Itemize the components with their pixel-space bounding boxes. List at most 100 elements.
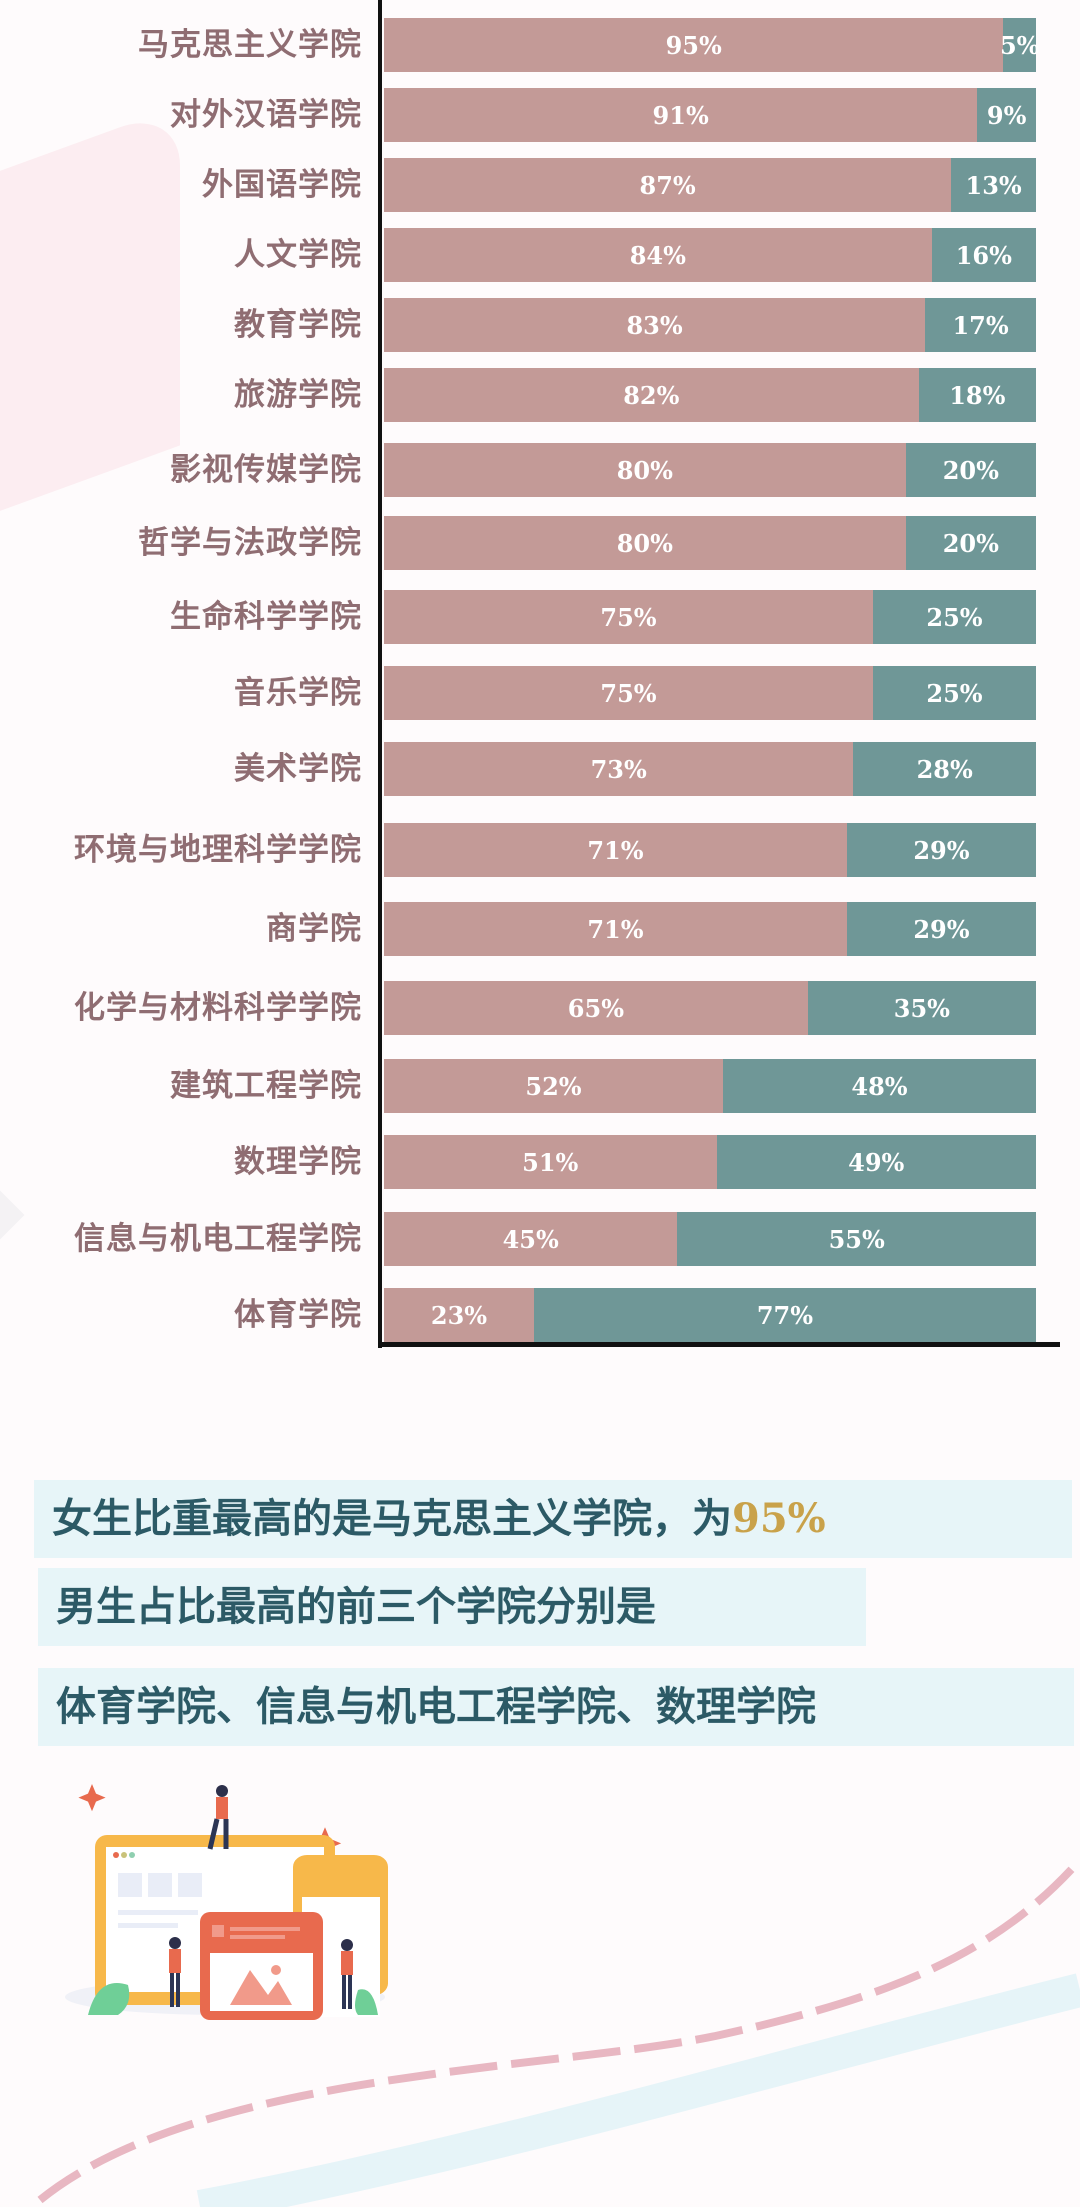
stacked-bar: 75% 25%: [384, 590, 1036, 644]
female-value-label: 84%: [629, 240, 686, 270]
chart-row: 教育学院 83% 17%: [0, 298, 1080, 352]
male-segment: 49%: [716, 1135, 1036, 1189]
person-icon: [207, 1785, 229, 1850]
male-value-label: 55%: [828, 1224, 885, 1254]
female-segment: 80%: [384, 516, 906, 570]
stacked-bar-chart: 马克思主义学院 95% 5% 对外汉语学院 91% 9% 外国语学院 87% 13% 人文学院 84…: [0, 0, 1080, 1348]
chart-row: 美术学院 73% 28%: [0, 742, 1080, 796]
male-value-label: 77%: [756, 1300, 814, 1330]
category-label: 哲学与法政学院: [138, 525, 362, 561]
stacked-bar: 87% 13%: [384, 158, 1036, 212]
male-value-label: 25%: [926, 678, 983, 708]
female-segment: 52%: [384, 1059, 724, 1113]
devices-illustration: [65, 1784, 388, 2020]
chart-row: 外国语学院 87% 13%: [0, 158, 1080, 212]
stacked-bar: 82% 18%: [384, 368, 1036, 422]
category-label: 化学与材料科学学院: [74, 990, 362, 1026]
male-value-label: 29%: [913, 914, 970, 944]
stacked-bar: 95% 5%: [384, 18, 1039, 72]
chart-row: 信息与机电工程学院 45% 55%: [0, 1212, 1080, 1266]
female-segment: 45%: [384, 1212, 678, 1266]
category-label: 体育学院: [234, 1297, 362, 1333]
chart-row: 体育学院 23% 77%: [0, 1288, 1080, 1342]
male-value-label: 20%: [942, 528, 999, 558]
summary-line-1-text: 女生比重最高的是马克思主义学院，为: [52, 1495, 732, 1542]
female-segment: 82%: [384, 368, 919, 422]
male-value-label: 35%: [893, 993, 950, 1023]
male-segment: 16%: [931, 228, 1036, 282]
y-axis-line: [378, 0, 382, 1348]
stacked-bar: 75% 25%: [384, 666, 1036, 720]
category-label: 美术学院: [234, 751, 362, 787]
female-segment: 87%: [384, 158, 952, 212]
stacked-bar: 52% 48%: [384, 1059, 1036, 1113]
summary-line-3: 体育学院、信息与机电工程学院、数理学院: [38, 1668, 1074, 1746]
female-value-label: 51%: [522, 1147, 579, 1177]
stacked-bar: 80% 20%: [384, 443, 1036, 497]
category-label: 生命科学学院: [170, 599, 362, 635]
female-segment: 75%: [384, 666, 873, 720]
stacked-bar: 84% 16%: [384, 228, 1036, 282]
female-segment: 23%: [384, 1288, 534, 1342]
male-value-label: 13%: [965, 170, 1022, 200]
female-segment: 75%: [384, 590, 873, 644]
female-value-label: 87%: [639, 170, 696, 200]
stacked-bar: 65% 35%: [384, 981, 1036, 1035]
stacked-bar: 71% 29%: [384, 823, 1036, 877]
decorative-dashed-curve: [37, 1857, 1080, 2207]
female-value-label: 75%: [600, 602, 657, 632]
male-value-label: 20%: [942, 455, 999, 485]
male-segment: 29%: [846, 902, 1036, 956]
female-value-label: 95%: [665, 30, 722, 60]
male-segment: 25%: [873, 666, 1036, 720]
category-label: 对外汉语学院: [170, 97, 362, 133]
category-label: 教育学院: [234, 307, 362, 343]
male-segment: 48%: [723, 1059, 1036, 1113]
chart-row: 哲学与法政学院 80% 20%: [0, 516, 1080, 570]
male-segment: 77%: [533, 1288, 1036, 1342]
x-axis-line: [378, 1342, 1060, 1347]
chart-row: 旅游学院 82% 18%: [0, 368, 1080, 422]
summary-line-2: 男生占比最高的前三个学院分别是: [38, 1568, 866, 1646]
male-segment: 55%: [677, 1212, 1036, 1266]
male-segment: 9%: [977, 88, 1036, 142]
male-segment: 18%: [918, 368, 1036, 422]
female-value-label: 65%: [567, 993, 624, 1023]
female-value-label: 80%: [616, 528, 673, 558]
stacked-bar: 83% 17%: [384, 298, 1036, 352]
stacked-bar: 51% 49%: [384, 1135, 1036, 1189]
male-segment: 29%: [846, 823, 1036, 877]
chart-row: 环境与地理科学学院 71% 29%: [0, 823, 1080, 877]
male-segment: 25%: [873, 590, 1036, 644]
male-segment: 35%: [807, 981, 1036, 1035]
male-segment: 28%: [853, 742, 1036, 796]
category-label: 数理学院: [234, 1144, 362, 1180]
category-label: 外国语学院: [202, 167, 362, 203]
stacked-bar: 45% 55%: [384, 1212, 1036, 1266]
male-value-label: 16%: [955, 240, 1012, 270]
female-value-label: 91%: [652, 100, 709, 130]
category-label: 建筑工程学院: [170, 1068, 362, 1104]
female-segment: 71%: [384, 823, 847, 877]
category-label: 商学院: [266, 911, 362, 947]
male-segment: 5%: [1000, 18, 1039, 72]
sparkle-icon: [78, 1784, 106, 1812]
male-value-label: 29%: [913, 835, 970, 865]
female-segment: 65%: [384, 981, 808, 1035]
category-label: 环境与地理科学学院: [74, 832, 362, 868]
male-value-label: 5%: [999, 30, 1040, 60]
person-icon: [341, 1939, 353, 2009]
person-icon: [169, 1937, 181, 2007]
female-segment: 80%: [384, 443, 906, 497]
female-segment: 71%: [384, 902, 847, 956]
stacked-bar: 73% 28%: [384, 742, 1036, 796]
category-label: 音乐学院: [234, 675, 362, 711]
category-label: 人文学院: [234, 237, 362, 273]
female-value-label: 83%: [626, 310, 683, 340]
category-label: 影视传媒学院: [170, 452, 362, 488]
summary-highlight-value: 95%: [732, 1495, 826, 1542]
male-value-label: 18%: [949, 380, 1006, 410]
female-segment: 83%: [384, 298, 926, 352]
female-segment: 51%: [384, 1135, 717, 1189]
stacked-bar: 71% 29%: [384, 902, 1036, 956]
